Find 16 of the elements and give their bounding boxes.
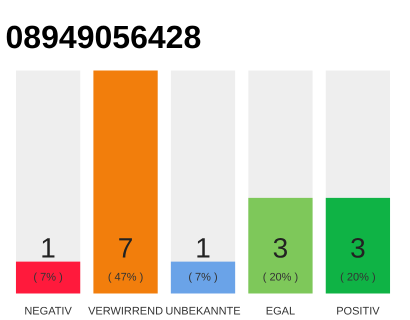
x-tick-label: EGAL (266, 306, 296, 318)
annotation: ( 47% ) (108, 272, 144, 284)
annotation: ( 7% ) (33, 272, 63, 284)
annotation: ( 20% ) (340, 272, 376, 284)
x-tick-label: UNBEKANNTE (165, 306, 241, 318)
chart-title: 08949056428 (6, 19, 202, 55)
x-tick-label: VERWIRREND (88, 306, 164, 318)
x-tick-label: NEGATIV (24, 306, 72, 318)
annotation: ( 7% ) (188, 272, 218, 284)
x-tick-label: POSITIV (336, 306, 380, 318)
data-label: 7 (118, 232, 134, 264)
annotation: ( 20% ) (262, 272, 298, 284)
data-label: 3 (272, 232, 288, 264)
data-label: 1 (40, 232, 56, 264)
data-label: 1 (195, 232, 211, 264)
data-label: 3 (350, 232, 366, 264)
